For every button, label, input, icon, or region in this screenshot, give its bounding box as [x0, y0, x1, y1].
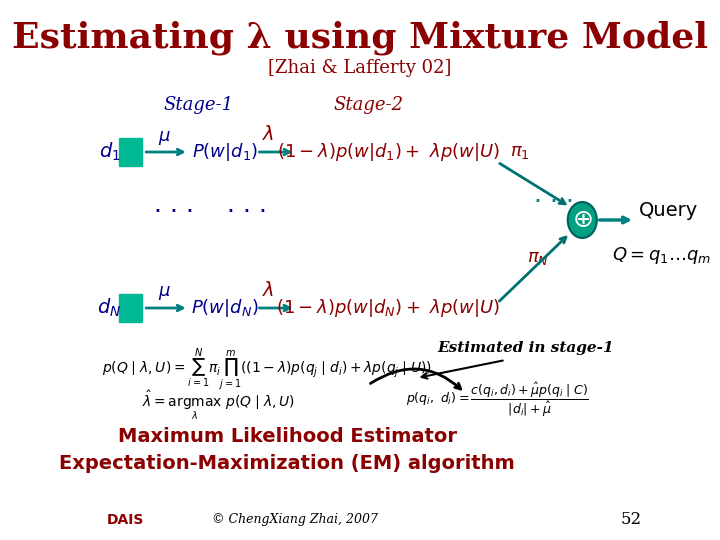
Text: $\oplus$: $\oplus$	[572, 208, 593, 232]
Text: $P(w|d_N)$: $P(w|d_N)$	[192, 297, 258, 319]
Text: Estimated in stage-1: Estimated in stage-1	[437, 341, 614, 355]
Text: $p(q_i,\ d_i)=\dfrac{c(q_i,d_i)+\hat{\mu}p(q_i\mid C)}{|d_i|+\hat{\mu}}$: $p(q_i,\ d_i)=\dfrac{c(q_i,d_i)+\hat{\mu…	[406, 381, 589, 419]
Text: $\hat{\lambda}=\underset{\lambda}{\mathrm{argmax}}\ p(Q\mid\lambda,U)$: $\hat{\lambda}=\underset{\lambda}{\mathr…	[142, 388, 295, 422]
Text: . . .: . . .	[534, 183, 574, 207]
Text: $\pi_1$: $\pi_1$	[510, 143, 530, 161]
Text: Stage-2: Stage-2	[333, 96, 403, 114]
Text: $Q=q_1\ldots q_m$: $Q=q_1\ldots q_m$	[612, 245, 711, 266]
Text: $\lambda$: $\lambda$	[263, 281, 275, 300]
FancyBboxPatch shape	[119, 294, 142, 322]
Text: Stage-1: Stage-1	[163, 96, 233, 114]
Text: $\mu$: $\mu$	[158, 129, 171, 147]
Text: Query: Query	[639, 200, 698, 219]
Text: Estimating λ using Mixture Model: Estimating λ using Mixture Model	[12, 21, 708, 55]
Text: © ChengXiang Zhai, 2007: © ChengXiang Zhai, 2007	[212, 514, 378, 526]
Text: . . .: . . .	[154, 193, 194, 217]
Text: $d_1$: $d_1$	[99, 141, 120, 163]
Text: $(1-\lambda)p(w|d_N)+\ \lambda p(w|U)$: $(1-\lambda)p(w|d_N)+\ \lambda p(w|U)$	[276, 297, 500, 319]
Text: $\lambda$: $\lambda$	[263, 125, 275, 145]
Text: $p(Q\mid\lambda,U)=\sum_{i=1}^{N}\pi_i\prod_{j=1}^{m}((1-\lambda)p(q_j\mid d_i)+: $p(Q\mid\lambda,U)=\sum_{i=1}^{N}\pi_i\p…	[102, 347, 432, 394]
Circle shape	[568, 202, 597, 238]
Text: $(1-\lambda)p(w|d_1)+\ \lambda p(w|U)$: $(1-\lambda)p(w|d_1)+\ \lambda p(w|U)$	[277, 141, 500, 163]
Text: . . .: . . .	[227, 193, 267, 217]
FancyBboxPatch shape	[119, 138, 142, 166]
Text: $\pi_N$: $\pi_N$	[527, 249, 549, 267]
Text: $\mu$: $\mu$	[158, 284, 171, 302]
Text: $d_N$: $d_N$	[97, 297, 122, 319]
Text: Maximum Likelihood Estimator
Expectation-Maximization (EM) algorithm: Maximum Likelihood Estimator Expectation…	[59, 427, 515, 472]
Text: DAIS: DAIS	[107, 513, 144, 527]
Text: $P(w|d_1)$: $P(w|d_1)$	[192, 141, 258, 163]
Text: [Zhai & Lafferty 02]: [Zhai & Lafferty 02]	[269, 59, 451, 77]
Text: 52: 52	[620, 511, 642, 529]
